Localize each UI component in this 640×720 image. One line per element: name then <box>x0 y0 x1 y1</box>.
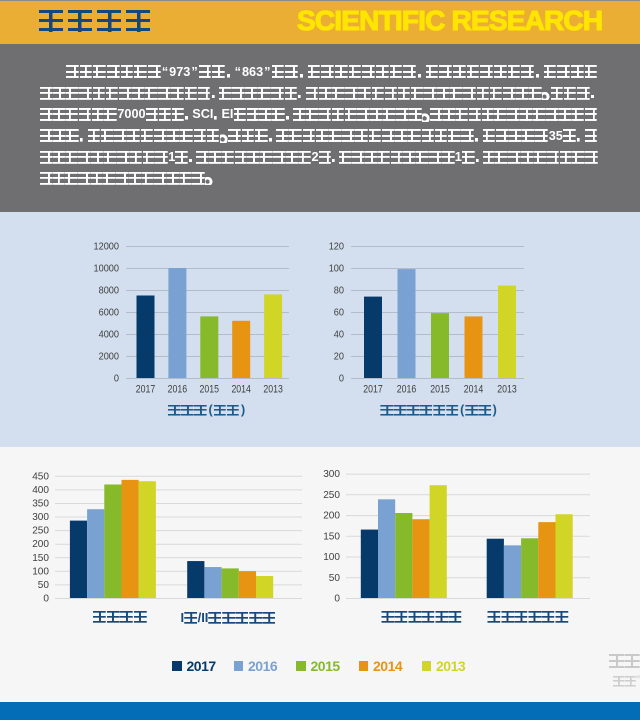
svg-text:150: 150 <box>32 552 49 564</box>
svg-text:200: 200 <box>32 538 49 550</box>
svg-text:2017: 2017 <box>363 384 383 396</box>
svg-text:0: 0 <box>334 593 340 605</box>
svg-text:2000: 2000 <box>99 352 120 363</box>
svg-text:12000: 12000 <box>94 242 120 253</box>
svg-text:50: 50 <box>38 579 49 591</box>
svg-text:2013: 2013 <box>263 384 283 396</box>
svg-text:100: 100 <box>323 551 340 563</box>
svg-text:450: 450 <box>32 470 49 482</box>
svg-text:250: 250 <box>32 525 49 537</box>
svg-text:40: 40 <box>334 330 345 341</box>
svg-text:20: 20 <box>334 352 345 363</box>
svg-text:60: 60 <box>334 308 345 319</box>
svg-text:2014: 2014 <box>231 384 251 396</box>
svg-text:400: 400 <box>32 484 49 496</box>
svg-text:2016: 2016 <box>168 384 188 396</box>
svg-text:80: 80 <box>334 286 345 297</box>
svg-text:250: 250 <box>323 489 340 501</box>
svg-text:10000: 10000 <box>94 264 120 275</box>
svg-text:200: 200 <box>323 510 340 522</box>
svg-text:2017: 2017 <box>136 384 156 396</box>
svg-text:0: 0 <box>339 374 345 385</box>
svg-text:2013: 2013 <box>497 384 517 396</box>
svg-text:2014: 2014 <box>464 384 484 396</box>
svg-text:120: 120 <box>329 242 345 253</box>
svg-text:2015: 2015 <box>430 384 450 396</box>
svg-text:4000: 4000 <box>99 330 120 341</box>
svg-text:350: 350 <box>32 498 49 510</box>
svg-text:8000: 8000 <box>99 286 120 297</box>
svg-text:0: 0 <box>114 374 120 385</box>
svg-text:2015: 2015 <box>200 384 220 396</box>
svg-text:300: 300 <box>32 511 49 523</box>
svg-text:100: 100 <box>329 264 345 275</box>
svg-text:0: 0 <box>43 593 49 605</box>
svg-text:50: 50 <box>329 572 340 584</box>
svg-text:100: 100 <box>32 565 49 577</box>
svg-text:2016: 2016 <box>397 384 417 396</box>
svg-text:150: 150 <box>323 530 340 542</box>
svg-text:6000: 6000 <box>99 308 120 319</box>
svg-text:300: 300 <box>323 468 340 480</box>
